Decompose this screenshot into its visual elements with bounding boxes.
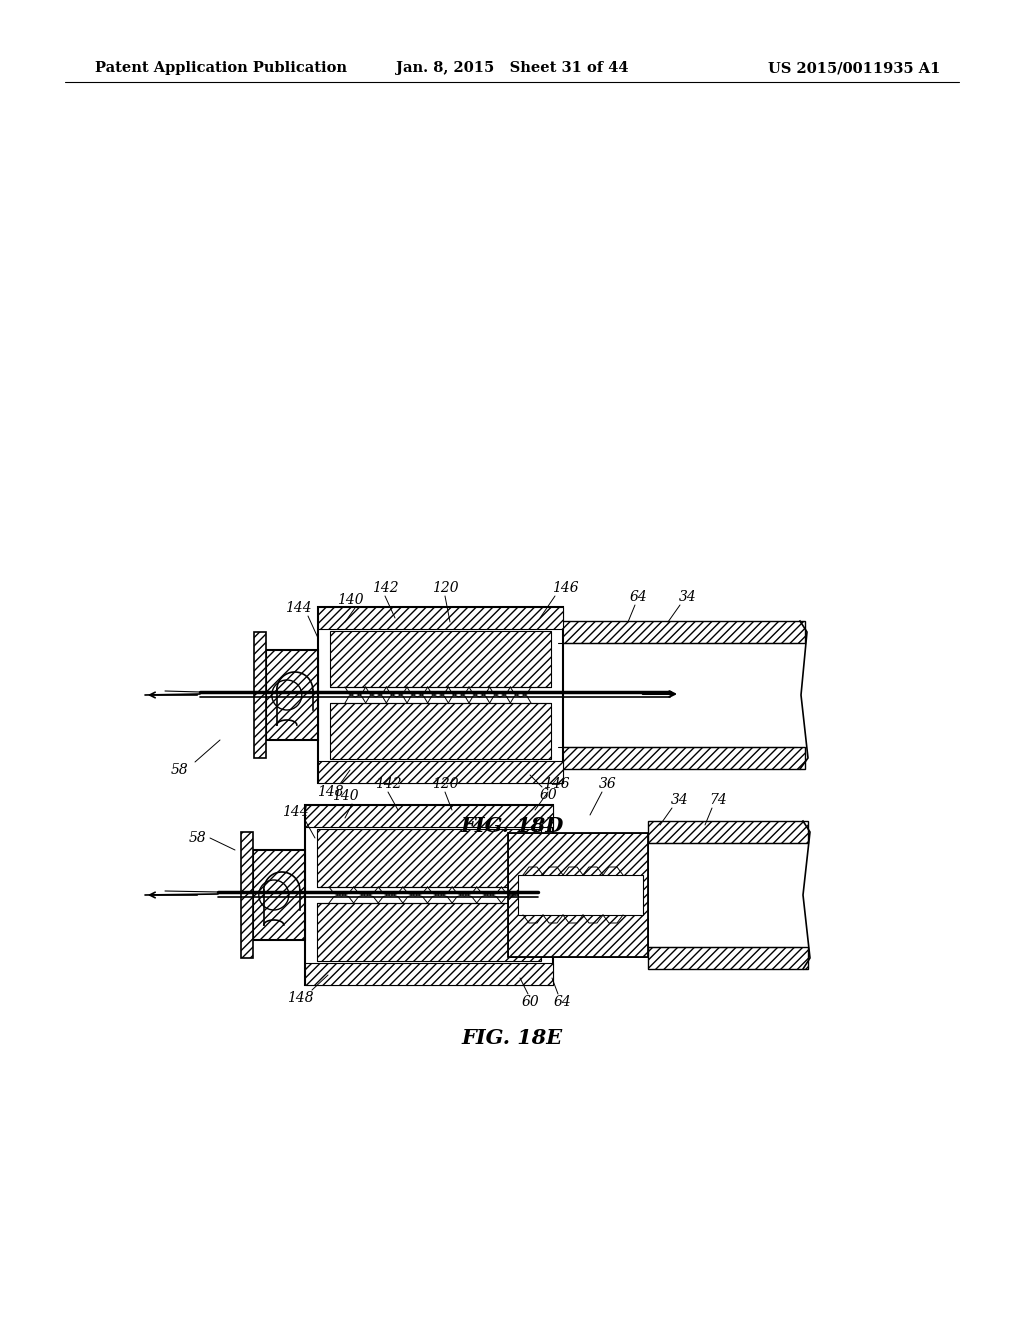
Bar: [558, 620, 805, 643]
Text: 120: 120: [432, 777, 459, 791]
Bar: [253, 850, 305, 940]
Text: 58: 58: [189, 832, 207, 845]
Text: Patent Application Publication: Patent Application Publication: [95, 61, 347, 75]
Bar: [330, 704, 551, 759]
Text: 142: 142: [372, 581, 398, 595]
Bar: [317, 903, 541, 961]
Text: 148: 148: [316, 785, 343, 799]
Bar: [305, 964, 553, 985]
Bar: [318, 607, 563, 630]
Bar: [253, 850, 305, 940]
Bar: [317, 829, 541, 887]
Text: 36: 36: [599, 777, 616, 791]
Bar: [558, 747, 805, 770]
Bar: [266, 649, 318, 741]
Bar: [330, 631, 551, 686]
Text: 34: 34: [671, 793, 689, 807]
Text: 64: 64: [553, 995, 570, 1008]
Bar: [518, 875, 643, 915]
Text: 34: 34: [679, 590, 697, 605]
Text: 148: 148: [287, 991, 313, 1005]
Bar: [266, 649, 318, 741]
Bar: [318, 762, 563, 783]
Text: Jan. 8, 2015   Sheet 31 of 44: Jan. 8, 2015 Sheet 31 of 44: [395, 61, 629, 75]
Bar: [254, 632, 266, 758]
Bar: [305, 805, 553, 828]
Text: 120: 120: [432, 581, 459, 595]
Bar: [508, 833, 648, 957]
Text: US 2015/0011935 A1: US 2015/0011935 A1: [768, 61, 940, 75]
Text: 144: 144: [285, 601, 311, 615]
Bar: [241, 832, 253, 958]
Text: FIG. 18D: FIG. 18D: [461, 816, 563, 836]
Text: 140: 140: [332, 789, 358, 803]
Text: 60: 60: [539, 788, 557, 803]
Bar: [305, 805, 553, 985]
Bar: [318, 607, 563, 783]
Text: 140: 140: [337, 593, 364, 607]
Text: 60: 60: [521, 995, 539, 1008]
Bar: [508, 833, 648, 957]
Text: 64: 64: [629, 590, 647, 605]
Text: 142: 142: [375, 777, 401, 791]
Bar: [648, 821, 808, 843]
Text: 144: 144: [282, 805, 308, 818]
Text: 146: 146: [543, 777, 569, 791]
Text: 58: 58: [171, 763, 188, 777]
Text: 146: 146: [552, 581, 579, 595]
Text: FIG. 18E: FIG. 18E: [462, 1028, 562, 1048]
Text: 74: 74: [710, 793, 727, 807]
Bar: [648, 946, 808, 969]
